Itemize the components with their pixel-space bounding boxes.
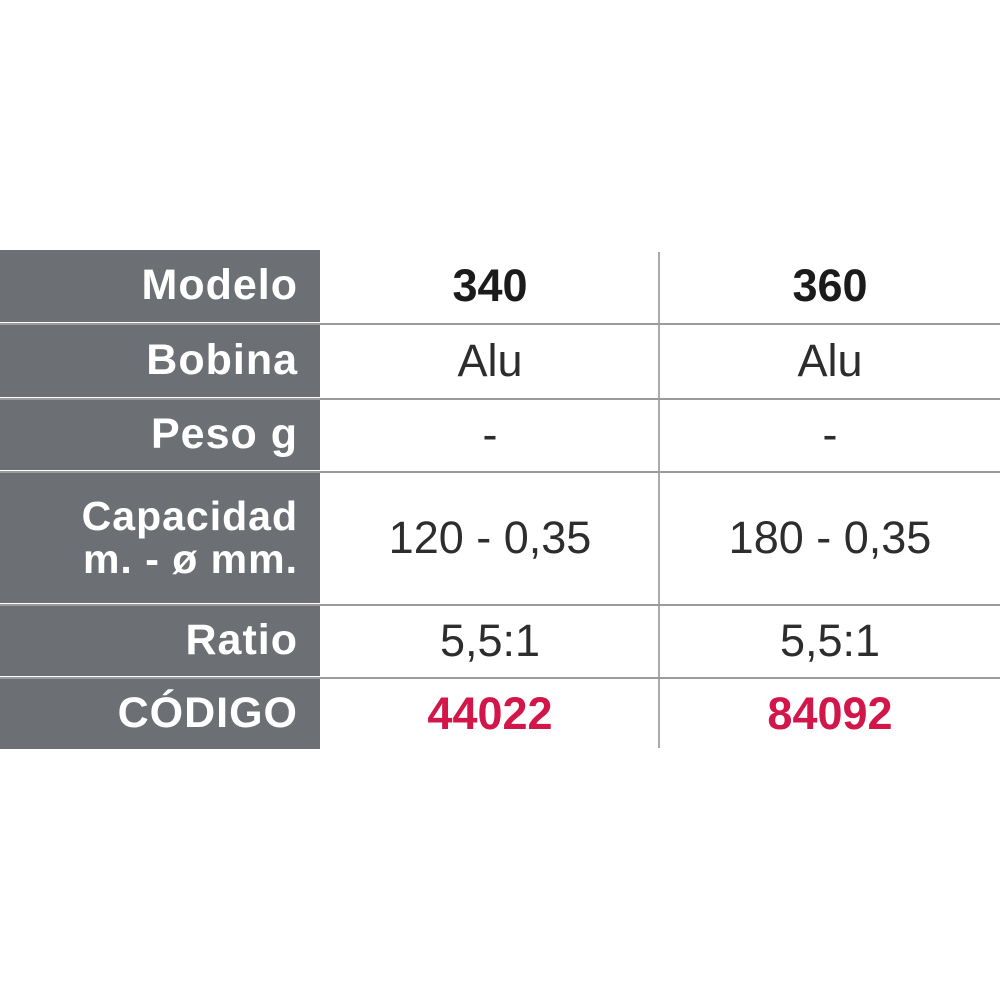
- row-label-peso: Peso g: [0, 400, 320, 470]
- cell-codigo-340: 44022: [427, 688, 553, 739]
- row-separator: [0, 470, 1000, 473]
- cell-bobina-340: Alu: [457, 335, 523, 386]
- cell-codigo-360: 84092: [767, 688, 893, 739]
- separator-line: [0, 397, 1000, 400]
- cell-modelo-340: 340: [452, 260, 528, 311]
- row-label-ratio: Ratio: [0, 606, 320, 676]
- row-label-modelo: Modelo: [0, 250, 320, 322]
- cell-peso-340: -: [482, 409, 498, 460]
- column-divider-line: [658, 252, 660, 748]
- row-label-bobina: Bobina: [0, 325, 320, 397]
- row-label-codigo: CÓDIGO: [0, 679, 320, 749]
- table-row-modelo: Modelo 340 360: [0, 250, 1000, 322]
- row-separator: [0, 322, 1000, 325]
- row-label-capacidad-line2: m. - ø mm.: [82, 536, 298, 582]
- row-label-capacidad-line1: Capacidad: [81, 492, 298, 539]
- row-label-capacidad: Capacidad m. - ø mm.: [0, 473, 320, 603]
- cell-capacidad-340: 120 - 0,35: [388, 512, 592, 563]
- row-separator: [0, 603, 1000, 606]
- cell-modelo-360: 360: [792, 260, 868, 311]
- table-row-codigo: CÓDIGO 44022 84092: [0, 679, 1000, 749]
- separator-line: [0, 676, 1000, 679]
- table-row-ratio: Ratio 5,5:1 5,5:1: [0, 606, 1000, 676]
- cell-peso-360: -: [822, 409, 838, 460]
- table-row-capacidad: Capacidad m. - ø mm. 120 - 0,35 180 - 0,…: [0, 473, 1000, 603]
- separator-line: [0, 470, 1000, 473]
- row-separator: [0, 676, 1000, 679]
- cell-capacidad-360: 180 - 0,35: [728, 512, 932, 563]
- cell-bobina-360: Alu: [797, 335, 863, 386]
- row-separator: [0, 397, 1000, 400]
- separator-line: [0, 603, 1000, 606]
- separator-line: [0, 322, 1000, 325]
- table-row-peso: Peso g - -: [0, 400, 1000, 470]
- table-row-bobina: Bobina Alu Alu: [0, 325, 1000, 397]
- cell-ratio-340: 5,5:1: [439, 615, 541, 666]
- spec-table: Modelo 340 360 Bobina Alu Alu Peso g - -…: [0, 250, 1000, 749]
- cell-ratio-360: 5,5:1: [779, 615, 881, 666]
